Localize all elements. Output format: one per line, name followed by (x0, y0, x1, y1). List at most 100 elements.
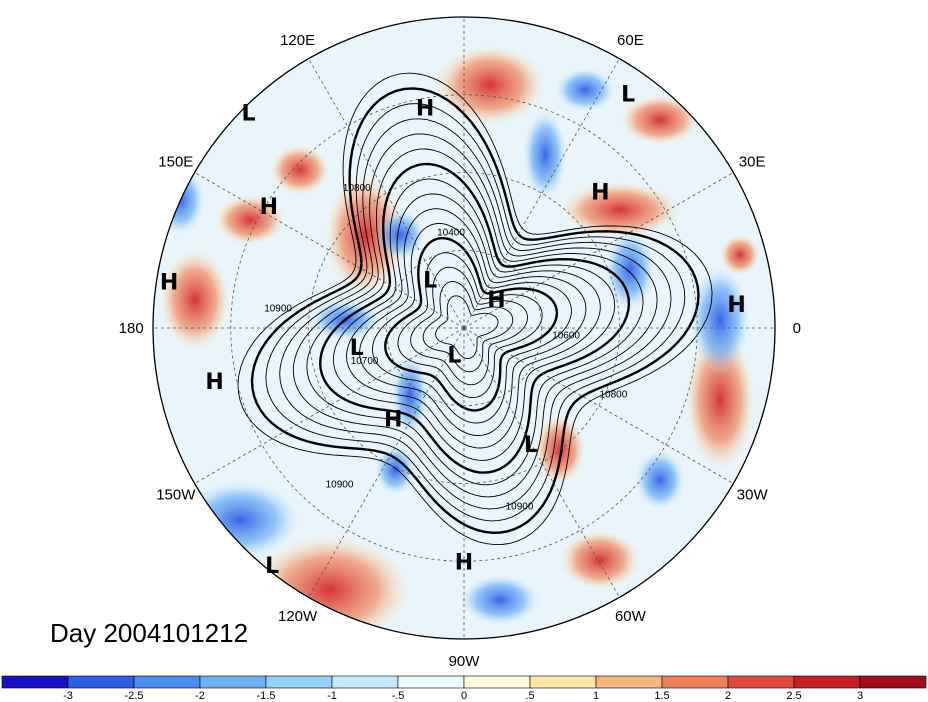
colorbar-swatch (331, 675, 399, 689)
cold-anomaly-patch (460, 575, 540, 625)
high-pressure-marker: H (487, 288, 505, 313)
high-pressure-marker: H (416, 97, 434, 122)
warm-anomaly-patch (620, 95, 700, 145)
high-pressure-marker: H (591, 181, 609, 206)
high-pressure-marker: H (160, 270, 178, 295)
latitude-circle (230, 94, 698, 562)
colorbar-tick-label: .5 (525, 690, 534, 702)
colorbar-tick-label: 1.5 (654, 690, 669, 702)
warm-anomaly-patch (270, 145, 330, 195)
colorbar-swatch (1, 675, 69, 689)
warm-anomaly-patch (560, 530, 640, 590)
anomaly-field (153, 17, 775, 639)
colorbar-tick-label: -3 (63, 690, 73, 702)
colorbar-tick-label: -1 (327, 690, 337, 702)
low-pressure-marker: L (524, 433, 538, 458)
pressure-system-markers: H L H L H H H L H L L H H L L H (160, 83, 746, 579)
warm-anomaly-patch (720, 235, 760, 275)
meridian-line (308, 58, 465, 329)
cold-anomaly-patch (180, 480, 300, 560)
longitude-label: 150W (156, 486, 196, 503)
contour-value-label: 10400 (437, 228, 465, 239)
low-pressure-marker: L (621, 83, 635, 108)
longitude-label: 120E (280, 32, 315, 49)
high-pressure-marker: H (205, 370, 223, 395)
colorbar-swatch (265, 675, 333, 689)
longitude-label: 60W (615, 608, 647, 625)
meridian-line (463, 58, 620, 329)
low-pressure-marker: L (350, 336, 364, 361)
colorbar-tick-label: -2.5 (125, 690, 144, 702)
colorbar-tick-label: 3 (857, 690, 863, 702)
cold-anomaly-patch (605, 230, 655, 310)
high-pressure-marker: H (455, 550, 473, 575)
map-boundary (152, 16, 776, 640)
colorbar-swatch (199, 675, 267, 689)
cold-anomaly-patch (690, 265, 750, 375)
meridian-line (194, 172, 465, 329)
contour-labels: 10400 10800 10900 10700 10900 10900 10800 10600 (264, 183, 628, 513)
contour-value-label: 10900 (506, 501, 534, 512)
colorbar-tick-label: 2 (725, 690, 731, 702)
colorbar-swatch (133, 675, 201, 689)
meridian-line (463, 172, 734, 329)
warm-anomaly-patch (215, 195, 285, 245)
warm-anomaly-patch (685, 330, 755, 470)
longitude-labels: 90E 60E 30E 0 30W 60W 90W 120W 150W 180 150E 120E (119, 0, 801, 670)
colorbar-swatch (859, 675, 927, 689)
low-pressure-marker: L (447, 343, 461, 368)
colorbar-tick-label: -1.5 (257, 690, 276, 702)
latitude-circle (308, 172, 620, 484)
colorbar-swatch (67, 675, 135, 689)
meridian-line (194, 327, 465, 484)
map-title: Day 2004101212 (50, 618, 249, 648)
colorbar-tick-label: 2.5 (786, 690, 801, 702)
longitude-label: 150E (158, 154, 193, 171)
contour-value-label: 10700 (351, 356, 379, 367)
contour-value-label: 10900 (326, 479, 354, 490)
colorbar-swatch (529, 675, 597, 689)
colorbar-tick-label: -.5 (392, 690, 405, 702)
warm-anomaly-patch (160, 250, 230, 350)
high-pressure-marker: H (727, 293, 745, 318)
high-pressure-marker: H (260, 195, 278, 220)
graticule (153, 17, 775, 639)
meridian-line (463, 327, 734, 484)
colorbar-swatch (595, 675, 663, 689)
colorbar-tick-label: -2 (195, 690, 205, 702)
longitude-label: 60E (617, 32, 644, 49)
contour-value-label: 10800 (343, 183, 371, 194)
contour-value-label: 10900 (264, 304, 292, 315)
longitude-label: 90E (451, 0, 478, 4)
colorbar-tick-label: 0 (461, 690, 467, 702)
cold-anomaly-patch (523, 110, 567, 200)
longitude-label: 90W (449, 653, 481, 670)
contour-value-label: 10800 (599, 390, 627, 401)
warm-anomaly-patch (560, 182, 680, 238)
cold-anomaly-patch (392, 355, 428, 435)
cold-anomaly-patch (635, 450, 685, 510)
longitude-label: 180 (119, 320, 144, 337)
warm-anomaly-patch (435, 45, 545, 125)
longitude-label: 30E (739, 154, 766, 171)
colorbar-swatch (397, 675, 465, 689)
meridian-line (463, 327, 620, 598)
latitude-circle (385, 249, 543, 407)
height-contour-line (397, 252, 543, 399)
cold-anomaly-patch (375, 445, 415, 495)
low-pressure-marker: L (423, 269, 437, 294)
colorbar: -3 -2.5 -2 -1.5 -1 -.5 0 .5 1 1.5 2 2.5 3 (1, 675, 927, 702)
meridian-line (308, 327, 465, 598)
longitude-label: 0 (793, 320, 801, 337)
cold-anomaly-patch (555, 68, 615, 112)
longitude-label: 120W (278, 608, 318, 625)
high-pressure-marker: H (384, 408, 402, 433)
colorbar-tick-label: 1 (593, 690, 599, 702)
longitude-label: 30W (737, 486, 769, 503)
colorbar-swatch (727, 675, 795, 689)
low-pressure-marker: L (241, 102, 255, 127)
colorbar-swatch (661, 675, 729, 689)
colorbar-swatch (793, 675, 861, 689)
low-pressure-marker: L (265, 554, 279, 579)
